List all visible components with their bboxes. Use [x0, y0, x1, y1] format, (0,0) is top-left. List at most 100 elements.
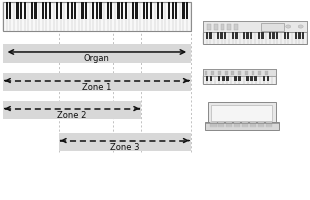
Bar	[206, 76, 208, 81]
Bar	[107, 2, 109, 19]
Bar	[234, 76, 237, 81]
Bar	[45, 2, 47, 19]
Bar	[302, 32, 304, 39]
Bar	[242, 123, 248, 125]
Bar	[261, 32, 264, 39]
Bar	[71, 2, 73, 19]
Bar	[59, 133, 191, 151]
Bar	[143, 2, 145, 19]
Bar	[3, 101, 141, 119]
Bar	[203, 21, 307, 32]
Bar	[287, 32, 290, 39]
Bar	[85, 2, 87, 19]
Bar	[276, 32, 278, 39]
Bar	[235, 32, 237, 39]
Bar	[234, 123, 240, 125]
Bar	[250, 122, 256, 124]
Bar	[218, 123, 224, 125]
Bar	[96, 2, 98, 19]
Bar	[226, 125, 232, 127]
Bar	[242, 125, 248, 127]
Bar	[295, 32, 297, 39]
Bar	[207, 24, 211, 30]
Bar	[258, 125, 264, 127]
Bar	[258, 32, 260, 39]
Bar	[186, 2, 188, 19]
Bar	[3, 2, 191, 31]
Text: Zone 3: Zone 3	[110, 143, 140, 152]
Bar	[272, 32, 275, 39]
Bar	[161, 2, 163, 19]
Bar	[31, 2, 33, 19]
Bar	[203, 69, 276, 84]
Bar	[34, 2, 37, 19]
Bar	[81, 2, 83, 19]
Bar	[135, 2, 138, 19]
Bar	[238, 76, 241, 81]
Bar	[210, 125, 217, 127]
Bar	[217, 32, 219, 39]
Bar	[226, 122, 232, 124]
Bar	[205, 71, 207, 75]
Bar	[74, 2, 76, 19]
Bar	[218, 125, 224, 127]
Bar	[132, 2, 134, 19]
Bar	[298, 32, 301, 39]
Bar	[250, 32, 252, 39]
Bar	[258, 123, 264, 125]
Bar	[266, 123, 272, 125]
Bar	[250, 123, 256, 125]
Bar	[234, 125, 240, 127]
Bar	[205, 122, 279, 130]
Bar	[258, 122, 264, 124]
Bar	[146, 2, 148, 19]
Bar	[60, 2, 62, 19]
Bar	[9, 2, 11, 19]
Circle shape	[298, 25, 303, 28]
Bar	[231, 71, 234, 75]
Bar	[284, 32, 286, 39]
Bar	[171, 2, 174, 19]
Bar	[225, 71, 228, 75]
Bar	[218, 76, 220, 81]
Bar	[210, 122, 217, 124]
Bar	[42, 2, 44, 19]
Bar	[250, 125, 256, 127]
Bar	[110, 2, 113, 19]
Text: Zone 1: Zone 1	[82, 83, 112, 92]
Bar	[117, 2, 120, 19]
Bar	[243, 32, 245, 39]
Text: Zone 2: Zone 2	[57, 111, 87, 120]
Bar	[224, 32, 226, 39]
Bar	[221, 24, 224, 30]
Bar	[3, 73, 191, 91]
Bar	[214, 24, 218, 30]
Bar	[49, 2, 51, 19]
Bar	[210, 76, 212, 81]
Bar	[92, 2, 94, 19]
Bar	[16, 2, 19, 19]
Bar	[228, 24, 231, 30]
Bar	[261, 23, 284, 31]
Bar	[203, 69, 276, 76]
Bar	[150, 2, 152, 19]
Bar	[234, 122, 240, 124]
Bar	[269, 32, 271, 39]
Bar	[220, 32, 223, 39]
Bar	[232, 32, 234, 39]
Bar	[168, 2, 170, 19]
Bar	[175, 2, 177, 19]
Bar	[211, 71, 214, 75]
Bar	[238, 71, 241, 75]
Bar	[56, 2, 58, 19]
Bar	[121, 2, 123, 19]
Bar	[265, 71, 268, 75]
Bar	[245, 71, 248, 75]
Bar	[246, 76, 249, 81]
Bar	[211, 105, 272, 121]
Bar	[67, 2, 69, 19]
Bar	[209, 32, 212, 39]
Bar	[246, 32, 249, 39]
Bar	[258, 71, 261, 75]
Bar	[266, 125, 272, 127]
